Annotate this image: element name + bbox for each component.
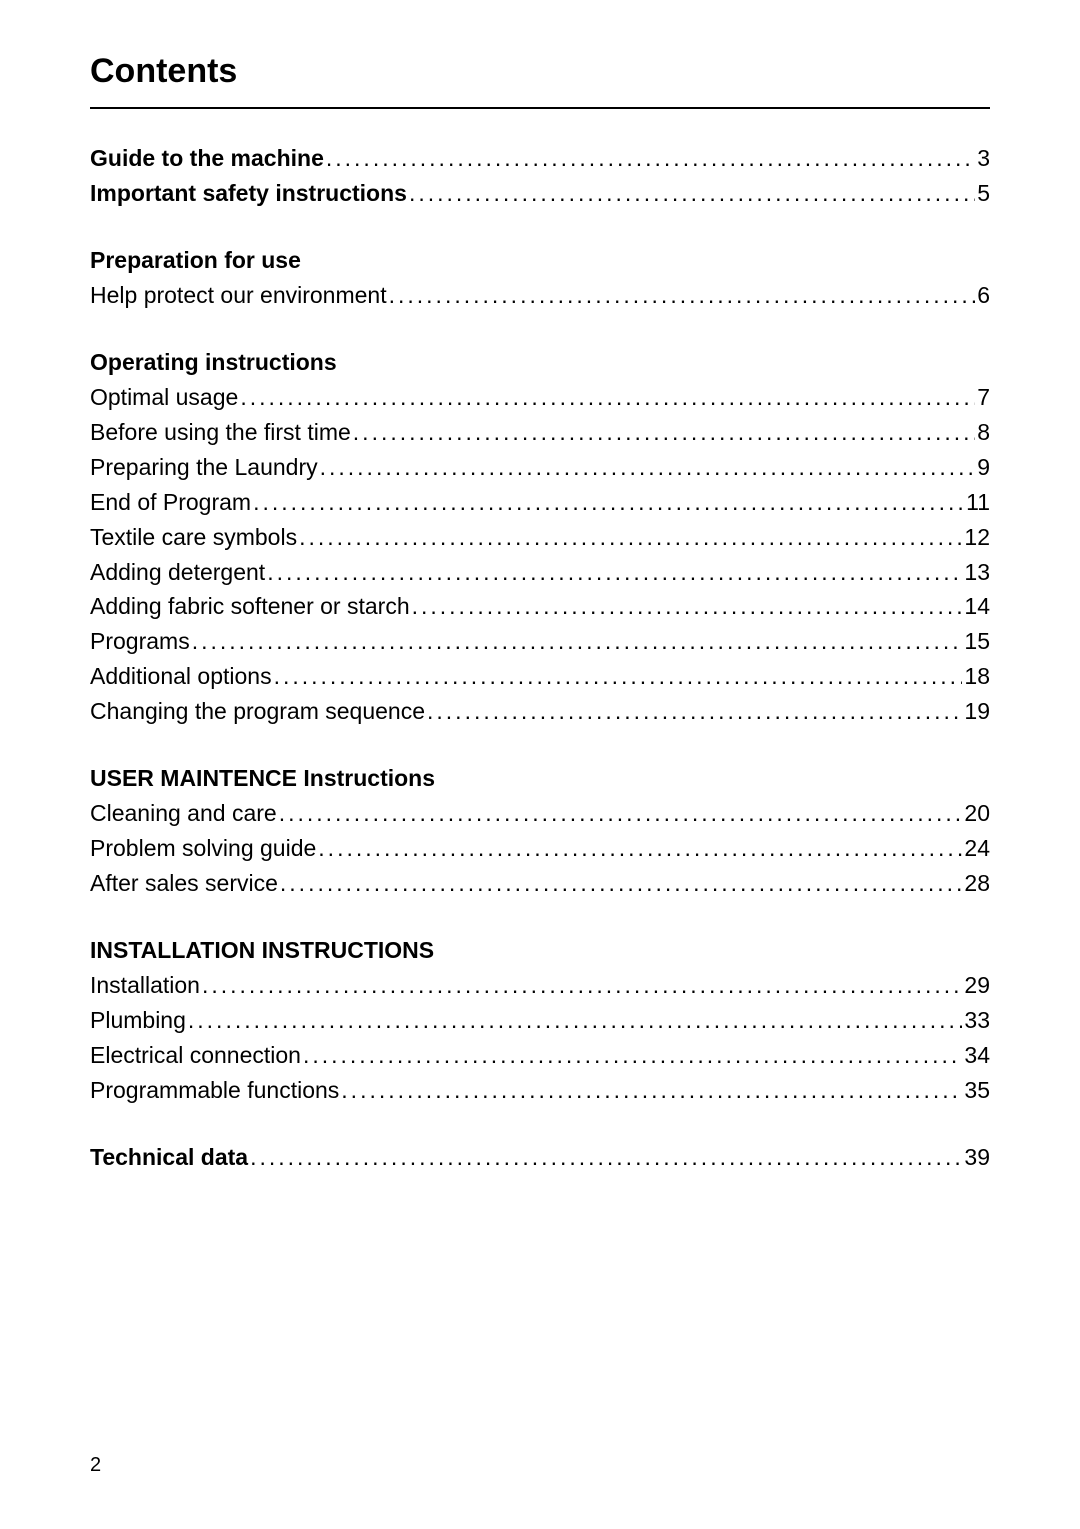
toc-entry: Changing the program sequence 19 — [90, 694, 990, 729]
section-heading: Operating instructions — [90, 345, 990, 380]
toc-leader — [318, 831, 962, 866]
toc-entry: Electrical connection 34 — [90, 1038, 990, 1073]
toc-leader — [267, 555, 962, 590]
toc-entry: Programs 15 — [90, 624, 990, 659]
section-heading: USER MAINTENCE Instructions — [90, 761, 990, 796]
toc-entry-label: Electrical connection — [90, 1038, 301, 1073]
toc-entry-page: 20 — [964, 796, 990, 831]
toc-entry-label: Help protect our environment — [90, 278, 387, 313]
toc-leader — [389, 278, 976, 313]
toc-entry-label: Programs — [90, 624, 190, 659]
toc-entry-label: Technical data — [90, 1140, 248, 1175]
toc-entry-page: 5 — [977, 176, 990, 211]
toc-leader — [188, 1003, 963, 1038]
page-number: 2 — [90, 1454, 101, 1477]
toc-entry: Programmable functions 35 — [90, 1073, 990, 1108]
title-rule — [90, 107, 990, 109]
toc-entry-label: Adding fabric softener or starch — [90, 589, 410, 624]
toc-entry: Before using the first time 8 — [90, 415, 990, 450]
toc-entry: After sales service 28 — [90, 866, 990, 901]
toc-entry-label: Programmable functions — [90, 1073, 339, 1108]
toc-entry-page: 6 — [977, 278, 990, 313]
toc-entry-page: 13 — [964, 555, 990, 590]
toc-entry-label: Cleaning and care — [90, 796, 277, 831]
toc-entry-page: 9 — [977, 450, 990, 485]
toc-entry-page: 34 — [964, 1038, 990, 1073]
toc-entry-page: 33 — [964, 1003, 990, 1038]
toc-entry-page: 35 — [964, 1073, 990, 1108]
toc-entry-page: 3 — [977, 141, 990, 176]
toc-leader — [412, 589, 963, 624]
toc-entry-label: Changing the program sequence — [90, 694, 425, 729]
toc-entry-page: 15 — [964, 624, 990, 659]
toc-entry-label: Installation — [90, 968, 200, 1003]
toc-entry: Problem solving guide 24 — [90, 831, 990, 866]
toc-leader — [427, 694, 962, 729]
toc-entry: Help protect our environment 6 — [90, 278, 990, 313]
toc-entry-label: Plumbing — [90, 1003, 186, 1038]
toc-entry-label: After sales service — [90, 866, 278, 901]
section-heading: Preparation for use — [90, 243, 990, 278]
toc-entry-label: Optimal usage — [90, 380, 238, 415]
toc-entry-label: Problem solving guide — [90, 831, 316, 866]
toc-entry-label: Before using the first time — [90, 415, 351, 450]
section-spacer — [90, 1108, 990, 1140]
toc-entry: Cleaning and care 20 — [90, 796, 990, 831]
toc-leader — [341, 1073, 962, 1108]
toc-entry-page: 14 — [964, 589, 990, 624]
toc-entry-page: 12 — [964, 520, 990, 555]
toc-entry-page: 18 — [964, 659, 990, 694]
toc-leader — [279, 796, 963, 831]
toc-leader — [202, 968, 962, 1003]
toc-entry: Guide to the machine 3 — [90, 141, 990, 176]
section-heading: INSTALLATION INSTRUCTIONS — [90, 933, 990, 968]
toc-leader — [192, 624, 963, 659]
toc-entry: Adding fabric softener or starch 14 — [90, 589, 990, 624]
toc-entry-page: 39 — [964, 1140, 990, 1175]
toc-entry-page: 29 — [964, 968, 990, 1003]
toc-leader — [353, 415, 975, 450]
toc-entry: Technical data 39 — [90, 1140, 990, 1175]
toc-leader — [326, 141, 975, 176]
toc-entry-label: Adding detergent — [90, 555, 265, 590]
toc-entry-label: Important safety instructions — [90, 176, 407, 211]
toc-entry-page: 28 — [964, 866, 990, 901]
toc-entry-page: 19 — [964, 694, 990, 729]
toc-entry-label: Textile care symbols — [90, 520, 297, 555]
toc-entry-page: 7 — [977, 380, 990, 415]
toc-leader — [303, 1038, 962, 1073]
toc-leader — [250, 1140, 962, 1175]
toc-entry: Additional options 18 — [90, 659, 990, 694]
table-of-contents: Guide to the machine3Important safety in… — [90, 141, 990, 1175]
toc-entry: Important safety instructions 5 — [90, 176, 990, 211]
toc-leader — [240, 380, 975, 415]
toc-leader — [409, 176, 975, 211]
toc-entry: Plumbing 33 — [90, 1003, 990, 1038]
toc-entry-label: Additional options — [90, 659, 272, 694]
toc-entry-label: End of Program — [90, 485, 251, 520]
toc-entry: Preparing the Laundry 9 — [90, 450, 990, 485]
page-title: Contents — [90, 52, 990, 91]
toc-entry-page: 11 — [966, 485, 990, 520]
toc-leader — [253, 485, 964, 520]
toc-leader — [320, 450, 976, 485]
toc-entry: Adding detergent 13 — [90, 555, 990, 590]
toc-entry: End of Program 11 — [90, 485, 990, 520]
toc-entry: Textile care symbols 12 — [90, 520, 990, 555]
toc-entry-page: 24 — [964, 831, 990, 866]
toc-leader — [274, 659, 963, 694]
toc-entry-page: 8 — [977, 415, 990, 450]
toc-entry-label: Preparing the Laundry — [90, 450, 318, 485]
toc-leader — [280, 866, 963, 901]
toc-entry: Optimal usage 7 — [90, 380, 990, 415]
toc-entry: Installation 29 — [90, 968, 990, 1003]
toc-entry-label: Guide to the machine — [90, 141, 324, 176]
toc-leader — [299, 520, 962, 555]
